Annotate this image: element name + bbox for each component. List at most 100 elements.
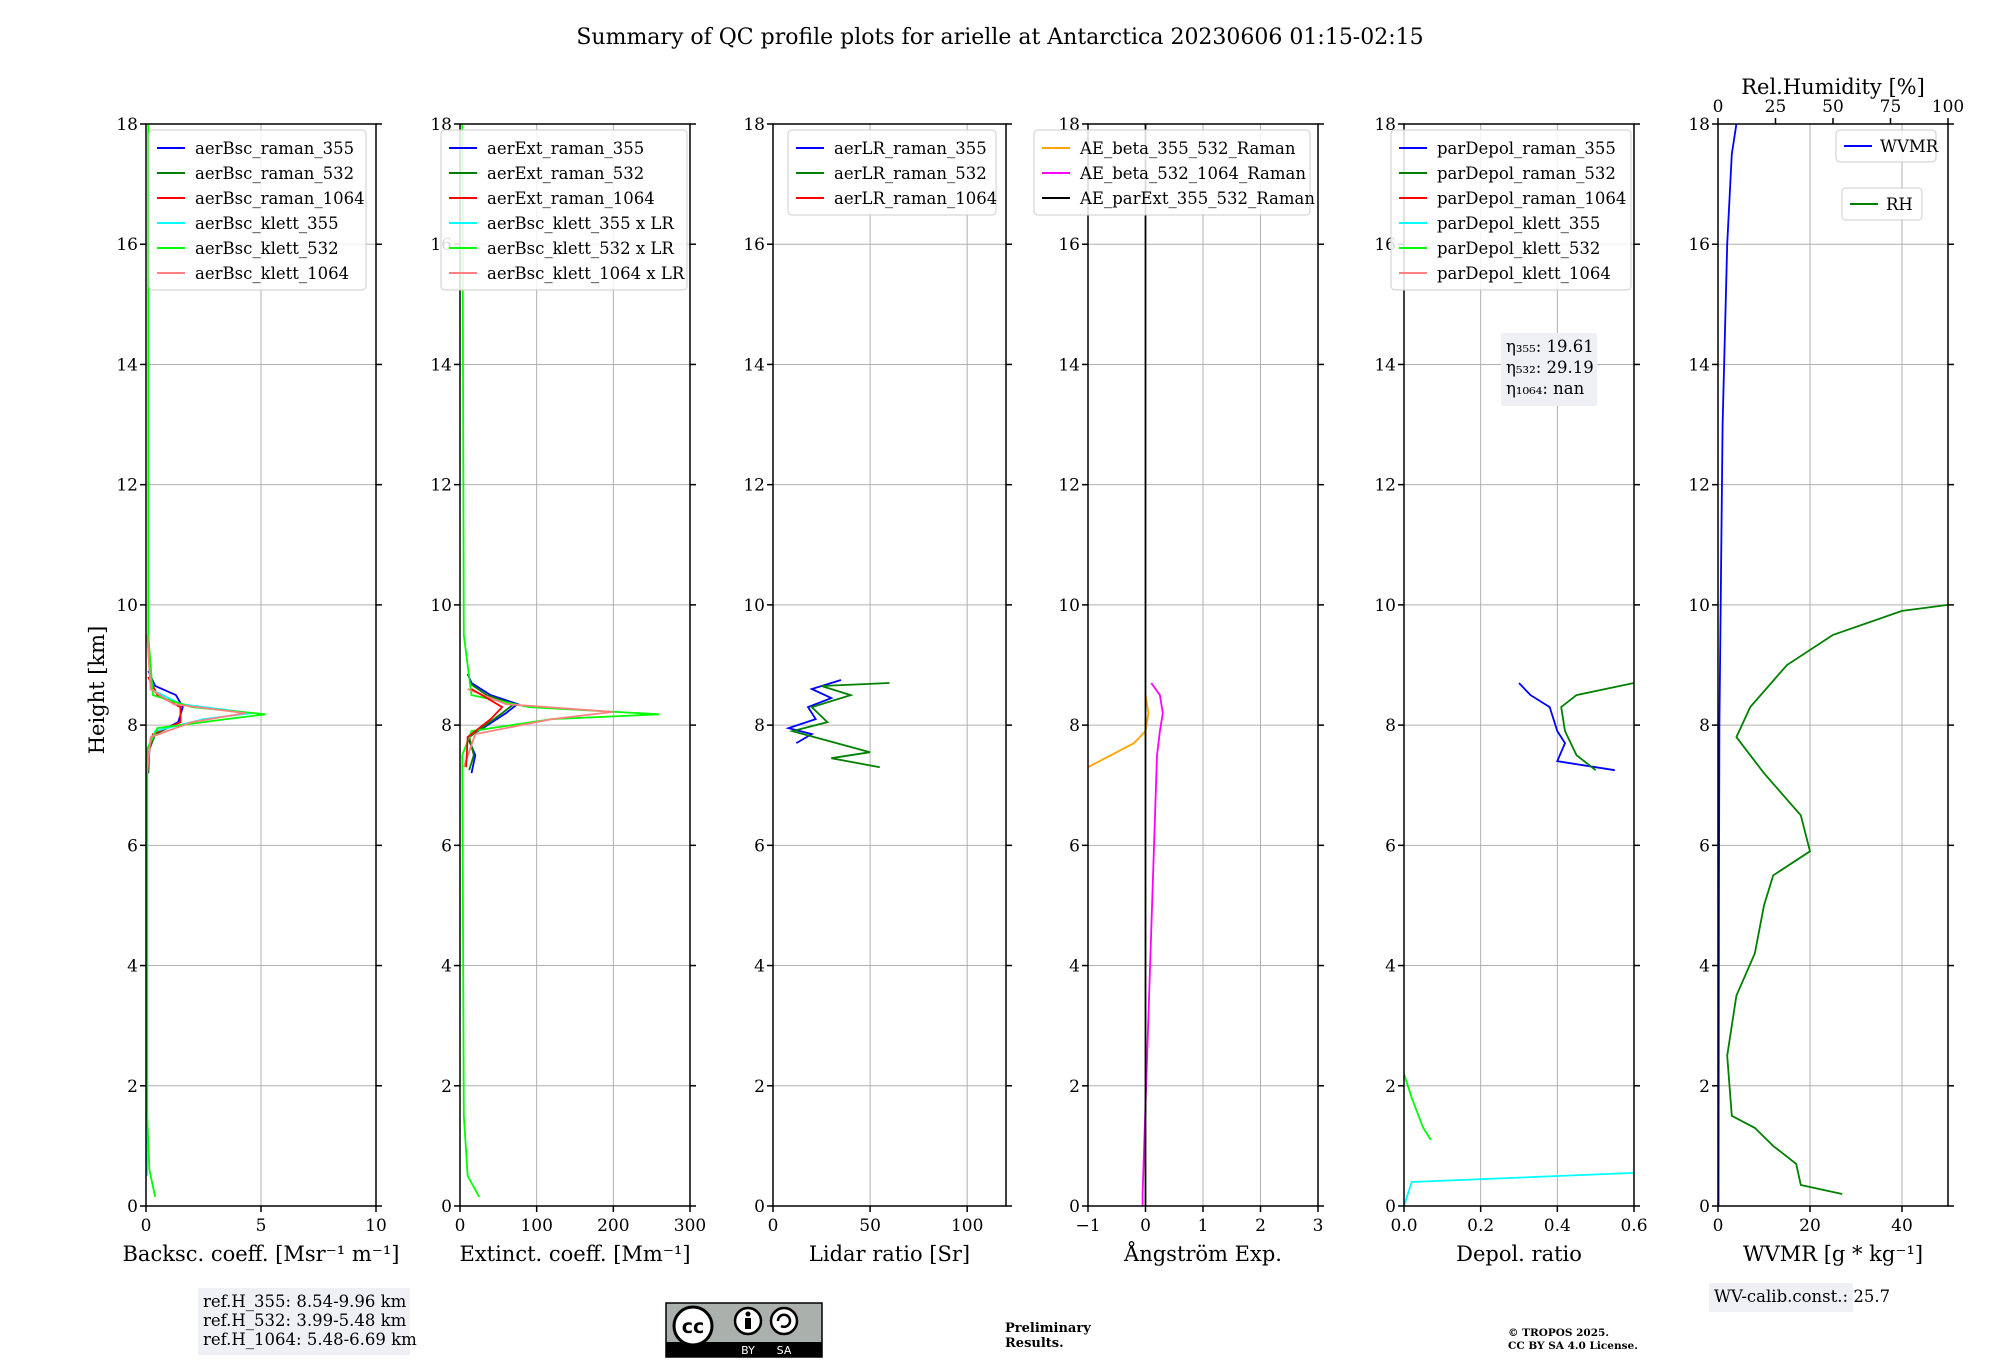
series-line-AE_beta_355_532_Raman	[1088, 694, 1150, 768]
y-tick-label: 8	[127, 716, 138, 736]
note-box	[1501, 333, 1597, 406]
x-tick-label: 0.2	[1467, 1216, 1494, 1236]
cc-license-badge[interactable]: cc BY SA	[665, 1302, 823, 1358]
y-tick-label: 14	[1688, 355, 1710, 375]
y-tick-label: 2	[1385, 1077, 1396, 1097]
y-tick-label: 6	[754, 836, 765, 856]
legend-entry: aerLR_raman_1064	[834, 189, 997, 208]
top-x-tick-label: 25	[1765, 97, 1787, 117]
series-line-WVMR	[1718, 124, 1738, 1206]
x-tick-label: 0	[141, 1216, 152, 1236]
top-x-tick-label: 100	[1932, 97, 1964, 117]
series-line-parDepol_klett_532	[1404, 1073, 1432, 1141]
legend-box	[787, 129, 997, 216]
series-depol	[1404, 682, 1634, 1206]
note-line: η₃₅₅: 19.61	[1506, 337, 1594, 356]
y-tick-label: 12	[430, 476, 452, 496]
badge-by-label: BY	[741, 1344, 755, 1357]
series-line-aerBsc_klett_1064	[146, 634, 246, 774]
legend-entry: aerBsc_klett_1064 x LR	[487, 264, 685, 283]
y-tick-label: 4	[1069, 957, 1080, 977]
y-tick-label: 10	[116, 596, 138, 616]
series-bsc	[146, 124, 266, 1198]
series-line-aerBsc_klett_1064 x LR	[462, 688, 614, 768]
x-axis-label-ae: Ångström Exp.	[1123, 1241, 1282, 1266]
y-tick-label: 14	[1058, 355, 1080, 375]
x-tick-label: 200	[597, 1216, 629, 1236]
legend-box	[148, 129, 367, 291]
legend-entry: AE_beta_532_1064_Raman	[1079, 164, 1306, 183]
series-line-parDepol_raman_355	[1518, 682, 1615, 772]
x-tick-label: 1	[1198, 1216, 1209, 1236]
plot-frame	[1403, 123, 1635, 1207]
top-x-tick-label: 75	[1880, 97, 1902, 117]
y-tick-label: 16	[116, 235, 138, 255]
top-x-tick-label: 0	[1713, 97, 1724, 117]
y-tick-label: 12	[1688, 476, 1710, 496]
y-tick-label: 6	[1069, 836, 1080, 856]
note-line: ref.H_355: 8.54-9.96 km	[203, 1292, 407, 1311]
y-tick-label: 6	[1385, 836, 1396, 856]
legend-entry: aerBsc_klett_1064	[195, 264, 349, 283]
x-tick-label: 3	[1313, 1216, 1324, 1236]
y-tick-label: 2	[1699, 1077, 1710, 1097]
x-tick-label: 2	[1255, 1216, 1266, 1236]
y-tick-label: 14	[116, 355, 138, 375]
notes-wv: WV-calib.const.: 25.7	[1709, 1283, 1890, 1312]
y-tick-label: 6	[441, 836, 452, 856]
y-tick-label: 8	[441, 716, 452, 736]
y-tick-label: 10	[430, 596, 452, 616]
x-tick-label: 40	[1891, 1216, 1913, 1236]
x-tick-label: 0.6	[1620, 1216, 1647, 1236]
x-axis-label-ext: Extinct. coeff. [Mm⁻¹]	[459, 1242, 690, 1266]
panel-ext: 0246810121416180100200300Extinct. coeff.…	[430, 115, 706, 1266]
legend-entry: parDepol_klett_1064	[1437, 264, 1611, 283]
legend-entry: aerBsc_klett_355	[195, 214, 339, 233]
y-tick-label: 14	[743, 355, 765, 375]
x-axis-label-wv: WVMR [g * kg⁻¹]	[1743, 1242, 1923, 1266]
y-axis-label: Height [km]	[85, 626, 109, 755]
y-tick-label: 0	[1699, 1197, 1710, 1217]
legend-entry: aerBsc_klett_532	[195, 239, 339, 258]
note-line: η₁₀₆₄: nan	[1506, 379, 1585, 398]
legend-entry: aerLR_raman_355	[834, 139, 987, 158]
series-line-parDepol_klett_355	[1404, 1172, 1634, 1206]
y-tick-label: 16	[743, 235, 765, 255]
legend-entry: aerExt_raman_532	[487, 164, 644, 183]
x-tick-label: 0	[1140, 1216, 1151, 1236]
grid-wv	[1717, 123, 1948, 1207]
x-tick-label: 100	[951, 1216, 983, 1236]
legend-box	[1033, 129, 1311, 216]
x-tick-label: 0	[768, 1216, 779, 1236]
legend-entry: aerExt_raman_355	[487, 139, 644, 158]
legend-wv: WVMR RH	[1835, 129, 1939, 221]
y-tick-label: 18	[1688, 115, 1710, 135]
x-tick-label: 100	[520, 1216, 552, 1236]
x-tick-label: 50	[859, 1216, 881, 1236]
y-tick-label: 2	[127, 1077, 138, 1097]
legend-entry: aerBsc_raman_1064	[195, 189, 365, 208]
y-tick-label: 18	[116, 115, 138, 135]
y-tick-label: 8	[1069, 716, 1080, 736]
y-tick-label: 2	[754, 1077, 765, 1097]
x-tick-label: 300	[674, 1216, 706, 1236]
y-tick-label: 8	[754, 716, 765, 736]
y-tick-label: 10	[1374, 596, 1396, 616]
top-axis-label: Rel.Humidity [%]	[1741, 75, 1925, 99]
legend-depol: parDepol_raman_355 parDepol_raman_532 parD…	[1390, 129, 1632, 291]
y-tick-label: 4	[441, 957, 452, 977]
panel-bsc: 0 2 4 6 8 10 12 14 16 18 0 5 10 Backsc. coeff. [Msr⁻¹…	[116, 115, 417, 1355]
sa-share-icon	[769, 1306, 799, 1336]
legend-ae: AE_beta_355_532_Raman AE_beta_532_1064_Ra…	[1033, 129, 1315, 216]
legend-entry: aerLR_raman_532	[834, 164, 987, 183]
legend-entry: AE_parExt_355_532_Raman	[1079, 189, 1315, 208]
x-tick-label: 20	[1799, 1216, 1821, 1236]
y-tick-label: 10	[1688, 596, 1710, 616]
y-tick-label: 4	[1699, 957, 1710, 977]
series-line-AE_beta_532_1064_Raman	[1141, 682, 1164, 1206]
y-tick-label: 4	[754, 957, 765, 977]
x-axis-label-lr: Lidar ratio [Sr]	[809, 1242, 970, 1266]
x-tick-label: 5	[256, 1216, 267, 1236]
